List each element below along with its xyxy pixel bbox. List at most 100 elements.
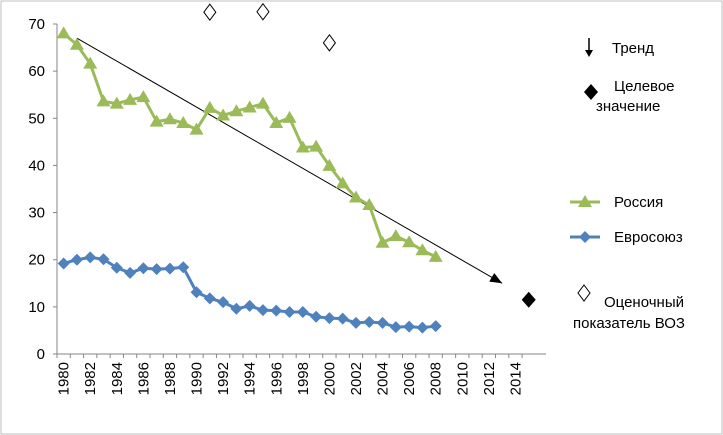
data-point-eu (124, 266, 137, 279)
data-point-eu (283, 306, 296, 319)
data-point-russia (83, 56, 98, 69)
data-point-russia (176, 116, 191, 128)
data-point-eu (270, 304, 283, 317)
data-point-russia (255, 96, 270, 109)
x-tick-label: 1982 (82, 362, 99, 395)
data-point-eu (97, 253, 110, 266)
data-point-eu (70, 253, 83, 266)
data-point-eu (217, 296, 230, 309)
x-tick-label: 1980 (56, 362, 73, 395)
x-tick-label: 1992 (215, 362, 232, 395)
plot-area (56, 2, 536, 334)
x-tick-label: 1994 (242, 362, 259, 395)
y-tick-label: 60 (28, 63, 45, 80)
data-point-eu (310, 310, 323, 323)
data-point-russia (123, 92, 138, 105)
data-point-russia (189, 122, 204, 135)
legend-russia-triangle-icon (578, 195, 592, 207)
trend-line (76, 37, 503, 284)
y-tick-label: 10 (28, 299, 45, 316)
legend-target-label-line1: Целевое (614, 78, 675, 95)
legend-eu-label: Евросоюз (614, 229, 683, 246)
data-point-russia (322, 158, 337, 171)
x-tick-label: 2004 (375, 362, 392, 395)
data-point-russia (269, 116, 284, 128)
x-tick-label: 2000 (321, 362, 338, 395)
x-tick-label: 2010 (454, 362, 471, 395)
legend-target-diamond-icon (584, 84, 598, 100)
legend-who-diamond-icon (577, 284, 591, 302)
y-tick-label: 40 (28, 157, 45, 174)
x-tick-label: 1998 (295, 362, 312, 395)
data-point-russia (335, 176, 350, 189)
target-marker (521, 291, 536, 308)
data-point-eu (403, 320, 416, 333)
axes: 0 10 20 30 40 50 60 70 1980 1982 1984 1986 1988 1990 1… (28, 16, 546, 395)
data-point-eu (429, 320, 442, 333)
x-tick-label: 1990 (189, 362, 206, 395)
data-point-eu (203, 292, 216, 305)
data-point-eu (177, 261, 190, 274)
x-tick-label: 1988 (162, 362, 179, 395)
y-tick-label: 0 (37, 346, 45, 363)
x-tick-label: 1996 (268, 362, 285, 395)
legend-russia: Россия (570, 194, 663, 211)
data-point-russia (229, 104, 244, 117)
data-point-russia (136, 90, 151, 103)
data-point-eu (376, 316, 389, 329)
legend-trend-arrow-icon (585, 50, 593, 57)
legend-who-label-line1: Оценочный (604, 294, 684, 311)
data-point-russia (309, 139, 324, 152)
data-point-eu (57, 257, 70, 270)
legend-who-label-line2: показатель ВОЗ (573, 315, 685, 332)
legend-trend: Тренд (585, 38, 654, 57)
legend-russia-label: Россия (614, 194, 663, 211)
y-tick-label: 20 (28, 252, 45, 269)
data-point-eu (243, 299, 256, 312)
x-tick-label: 2014 (507, 362, 524, 395)
data-point-eu (137, 262, 150, 275)
data-point-russia (202, 100, 217, 113)
data-point-eu (163, 262, 176, 275)
legend-target-label-line2: значение (596, 98, 660, 115)
data-point-russia (348, 190, 363, 203)
data-point-russia (162, 112, 177, 125)
who-estimate-marker (322, 34, 337, 52)
data-point-russia (282, 110, 297, 123)
y-tick-label: 50 (28, 110, 45, 127)
legend-who: Оценочный показатель ВОЗ (573, 284, 685, 332)
data-point-russia (109, 96, 124, 109)
y-tick-label: 70 (28, 16, 45, 33)
data-point-russia (362, 198, 377, 211)
data-point-russia (216, 108, 231, 121)
x-tick-label: 1984 (109, 362, 126, 395)
x-tick-label: 2012 (481, 362, 498, 395)
who-estimate-marker (256, 2, 270, 21)
data-point-russia (242, 100, 257, 113)
trend-arrowhead (489, 272, 503, 284)
legend-target: Целевое значение (584, 78, 675, 115)
data-point-eu (416, 321, 429, 334)
data-point-russia (96, 94, 111, 107)
data-point-eu (363, 315, 376, 328)
data-point-eu (150, 263, 163, 276)
data-point-eu (230, 302, 243, 315)
data-point-eu (323, 312, 336, 325)
data-point-russia (415, 243, 430, 256)
data-point-eu (84, 251, 97, 264)
legend: Тренд Целевое значение Россия Евросоюз О… (570, 38, 685, 332)
data-point-russia (56, 26, 71, 39)
data-point-eu (349, 316, 362, 329)
legend-eu: Евросоюз (570, 229, 683, 246)
data-point-eu (256, 304, 269, 317)
legend-trend-label: Тренд (612, 40, 654, 57)
data-point-russia (295, 140, 310, 153)
data-point-eu (110, 261, 123, 274)
data-point-russia (375, 235, 390, 248)
data-point-russia (428, 249, 443, 262)
data-point-russia (69, 37, 84, 50)
y-tick-label: 30 (28, 205, 45, 222)
legend-eu-diamond-icon (579, 231, 591, 243)
